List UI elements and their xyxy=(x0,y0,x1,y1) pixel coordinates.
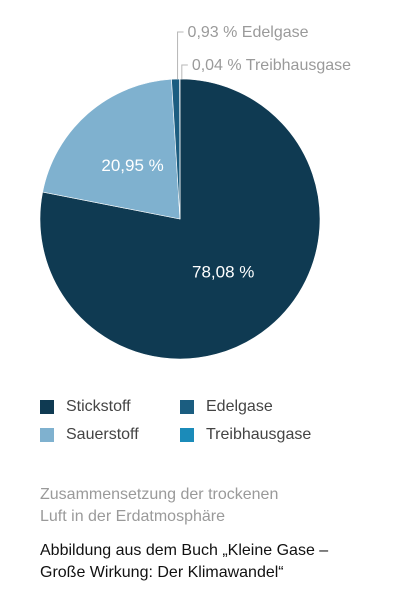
callout-treibhausgase: 0,04 % Treibhausgase xyxy=(181,57,351,80)
pie-chart: 78,08 % 20,95 % 0,93 % Edelgase 0,04 % Trei… xyxy=(39,24,351,360)
legend-swatch-sauerstoff xyxy=(40,428,54,442)
legend-swatch-treibhausgase xyxy=(180,428,194,442)
caption-line-2: Luft in der Erdatmosphäre xyxy=(40,508,225,525)
pie-slice-stickstoff xyxy=(39,78,321,360)
legend: Stickstoff Edelgase Sauerstoff Treibhaus… xyxy=(40,398,340,444)
callout-line-edelgase xyxy=(177,31,184,80)
legend-item-sauerstoff: Sauerstoff xyxy=(40,426,180,444)
source-line-1: Abbildung aus dem Buch „Kleine Gase – xyxy=(40,542,329,559)
source-line-2: Große Wirkung: Der Klimawandel“ xyxy=(40,564,284,581)
legend-swatch-edelgase xyxy=(180,400,194,414)
callout-label-edelgase: 0,93 % Edelgase xyxy=(188,24,309,41)
pie-slice-sauerstoff xyxy=(42,78,181,220)
legend-item-treibhausgase: Treibhausgase xyxy=(180,426,340,444)
legend-swatch-stickstoff xyxy=(40,400,54,414)
callout-edelgase: 0,93 % Edelgase xyxy=(177,24,309,80)
callout-label-treibhausgase: 0,04 % Treibhausgase xyxy=(192,57,351,74)
legend-item-stickstoff: Stickstoff xyxy=(40,398,180,416)
slice-label-stickstoff: 78,08 % xyxy=(192,263,254,282)
slice-label-sauerstoff: 20,95 % xyxy=(101,156,163,175)
callout-line-treibhausgase xyxy=(181,64,188,80)
chart-caption: Zusammensetzung der trockenen Luft in de… xyxy=(40,484,380,528)
legend-label-sauerstoff: Sauerstoff xyxy=(66,426,139,443)
legend-label-edelgase: Edelgase xyxy=(206,398,273,415)
legend-label-treibhausgase: Treibhausgase xyxy=(206,426,312,443)
legend-item-edelgase: Edelgase xyxy=(180,398,340,416)
legend-label-stickstoff: Stickstoff xyxy=(66,398,131,415)
source-note: Abbildung aus dem Buch „Kleine Gase – Gr… xyxy=(40,540,390,584)
caption-line-1: Zusammensetzung der trockenen xyxy=(40,486,279,503)
